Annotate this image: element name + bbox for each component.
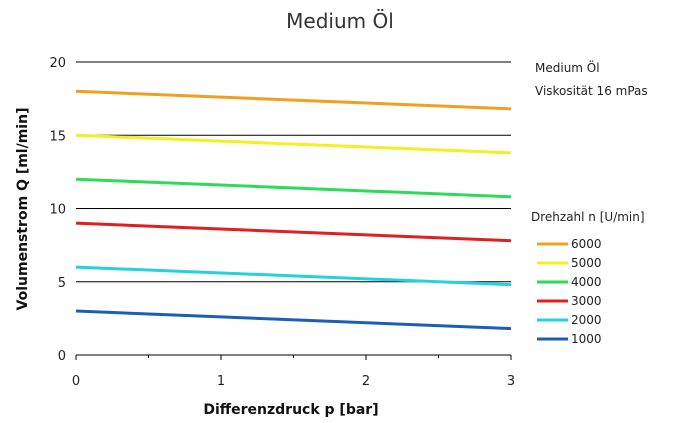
series-line-4000 xyxy=(75,177,512,199)
legend-label-3000: 3000 xyxy=(571,294,602,308)
x-tick-label: 0 xyxy=(72,374,80,389)
x-axis-label: Differenzdruck p [bar] xyxy=(203,402,378,418)
chart-title: Medium Öl xyxy=(286,9,394,33)
y-tick-label: 5 xyxy=(58,276,66,291)
legend-label-5000: 5000 xyxy=(571,256,602,270)
x-tick-label: 2 xyxy=(362,374,370,389)
legend: 6000 5000 4000 3000 2000 1000 xyxy=(537,237,602,346)
y-tick-label: 20 xyxy=(49,56,66,71)
legend-label-2000: 2000 xyxy=(571,313,602,327)
legend-label-1000: 1000 xyxy=(571,332,602,346)
legend-title: Drehzahl n [U/min] xyxy=(531,210,645,224)
y-tick-labels: 0 5 10 15 20 xyxy=(49,56,66,364)
y-tick-label: 10 xyxy=(49,203,66,218)
y-axis-label: Volumenstrom Q [ml/min] xyxy=(15,108,31,311)
series-lines xyxy=(75,89,512,331)
x-tick-label: 3 xyxy=(507,374,515,389)
note-medium: Medium Öl xyxy=(535,59,600,75)
x-tick-label: 1 xyxy=(217,374,225,389)
series-line-2000 xyxy=(75,265,512,287)
series-line-1000 xyxy=(75,309,512,331)
series-line-3000 xyxy=(75,221,512,243)
series-line-5000 xyxy=(75,133,512,155)
x-tick-marks xyxy=(75,355,512,360)
legend-label-6000: 6000 xyxy=(571,237,602,251)
note-viscosity: Viskosität 16 mPas xyxy=(535,84,648,98)
y-tick-label: 0 xyxy=(58,349,66,364)
y-tick-label: 15 xyxy=(49,129,66,144)
x-tick-labels: 0 1 2 3 xyxy=(72,374,515,389)
legend-label-4000: 4000 xyxy=(571,275,602,289)
series-line-6000 xyxy=(75,89,512,111)
